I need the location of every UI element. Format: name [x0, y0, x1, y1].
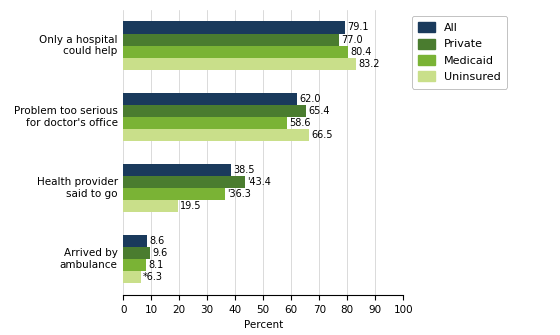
Text: 66.5: 66.5	[311, 130, 333, 140]
Text: 9.6: 9.6	[152, 248, 167, 258]
Text: 58.6: 58.6	[290, 118, 311, 128]
Bar	[123, 58, 356, 70]
Bar	[123, 92, 297, 105]
Text: 19.5: 19.5	[180, 201, 202, 211]
Legend: All, Private, Medicaid, Uninsured: All, Private, Medicaid, Uninsured	[412, 16, 507, 89]
Text: 79.1: 79.1	[347, 22, 368, 32]
Bar	[123, 129, 309, 141]
Text: 8.6: 8.6	[150, 236, 165, 246]
Text: 65.4: 65.4	[309, 106, 330, 116]
Bar	[123, 105, 306, 117]
Bar	[123, 235, 147, 247]
Bar	[123, 200, 178, 212]
Text: 77.0: 77.0	[341, 35, 363, 45]
Bar	[123, 164, 231, 176]
Bar	[123, 176, 245, 188]
Bar	[123, 21, 345, 34]
Text: 38.5: 38.5	[233, 165, 255, 175]
Bar	[123, 117, 287, 129]
X-axis label: Percent: Percent	[244, 320, 283, 330]
Bar	[123, 247, 150, 259]
Text: '43.4: '43.4	[247, 177, 271, 187]
Bar	[123, 271, 141, 283]
Text: '36.3: '36.3	[227, 189, 251, 199]
Text: 8.1: 8.1	[148, 260, 164, 270]
Text: 80.4: 80.4	[351, 47, 372, 57]
Text: 62.0: 62.0	[299, 94, 320, 104]
Text: 83.2: 83.2	[358, 59, 380, 69]
Bar	[123, 46, 348, 58]
Bar	[123, 259, 146, 271]
Bar	[123, 34, 339, 46]
Text: *6.3: *6.3	[143, 272, 163, 282]
Bar	[123, 188, 225, 200]
